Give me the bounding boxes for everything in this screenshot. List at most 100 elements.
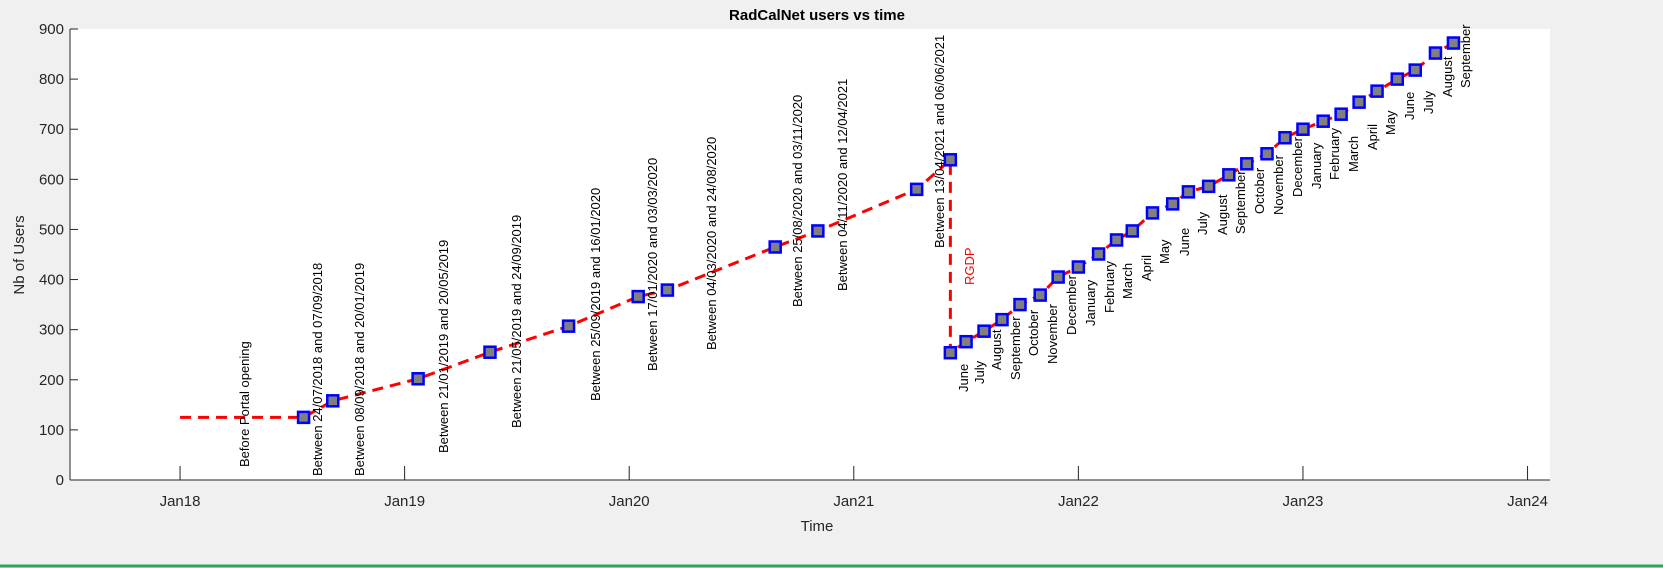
y-tick-label: 500 (39, 221, 64, 238)
annotation: April (1365, 124, 1380, 150)
annotation: Between 08/09/2018 and 20/01/2019 (352, 263, 367, 476)
annotation: November (1045, 303, 1060, 364)
annotation: December (1064, 274, 1079, 335)
y-tick-label: 800 (39, 71, 64, 88)
annotation: Between 21/05/2019 and 24/09/2019 (509, 215, 524, 428)
data-point (1334, 107, 1348, 121)
chart-title: RadCalNet users vs time (729, 7, 905, 24)
annotation: June (1177, 228, 1192, 256)
y-tick-label: 200 (39, 372, 64, 389)
data-point (1446, 36, 1461, 50)
annotation: Before Portal opening (237, 341, 252, 467)
data-point (411, 372, 425, 386)
y-axis-label: Nb of Users (11, 215, 28, 294)
data-point (909, 182, 924, 197)
data-point (768, 240, 782, 254)
annotation: November (1271, 154, 1286, 215)
annotation: March (1346, 136, 1361, 172)
data-point (631, 289, 645, 304)
annotation: Between 04/11/2020 and 12/04/2021 (835, 79, 850, 291)
annotation: March (1120, 263, 1135, 299)
y-tick-label: 600 (39, 171, 64, 188)
annotation: May (1157, 239, 1172, 264)
annotation: July (972, 360, 987, 384)
data-point (811, 224, 825, 238)
y-tick-label: 300 (39, 322, 64, 339)
x-tick-label: Jan24 (1507, 493, 1548, 510)
data-point (1165, 197, 1180, 211)
annotation: August (1215, 194, 1230, 235)
y-tick-label: 700 (39, 121, 64, 138)
y-tick-label: 100 (39, 422, 64, 439)
data-point (1222, 168, 1236, 182)
x-tick-label: Jan18 (160, 493, 201, 510)
data-line (180, 41, 1455, 419)
annotation: June (956, 364, 971, 392)
x-tick-label: Jan20 (609, 493, 650, 510)
data-point (1145, 206, 1160, 220)
annotation: Between 17/01/2020 and 03/03/2020 (645, 158, 660, 371)
annotation: Between 25/08/2020 and 03/11/2020 (790, 95, 805, 307)
data-point (1278, 130, 1292, 145)
data-point (483, 345, 497, 359)
data-point (1071, 260, 1086, 274)
x-tick-label: Jan23 (1283, 493, 1324, 510)
data-point (943, 345, 958, 360)
data-point (1296, 122, 1310, 136)
annotation: August (989, 329, 1004, 370)
annotation: August (1440, 56, 1455, 97)
annotation: Between 25/09/2019 and 16/01/2020 (588, 188, 603, 401)
plot-area (70, 29, 1550, 480)
y-tick-label: 900 (39, 21, 64, 38)
data-point (1201, 179, 1216, 194)
annotation: September (1008, 316, 1023, 380)
x-tick-label: Jan21 (833, 493, 874, 510)
annotation: June (1402, 92, 1417, 120)
data-point (1091, 247, 1106, 261)
y-tick-label: 400 (39, 272, 64, 289)
annotation: July (1421, 90, 1436, 114)
data-point (1260, 147, 1274, 161)
annotation: May (1383, 110, 1398, 135)
annotation: September (1233, 170, 1248, 234)
data-point (1408, 63, 1423, 77)
annotation: Between 24/07/2018 and 07/09/2018 (310, 263, 325, 476)
annotation: January (1083, 279, 1098, 326)
data-point (660, 283, 675, 297)
annotation: February (1102, 260, 1117, 313)
data-point (296, 410, 311, 425)
annotation: December (1290, 136, 1305, 197)
data-point (1013, 297, 1027, 312)
data-point (943, 153, 958, 167)
data-point (977, 324, 991, 338)
y-tick-label: 0 (56, 472, 64, 489)
annotation: Between 04/03/2020 and 24/08/2020 (704, 137, 719, 350)
annotation: February (1327, 127, 1342, 180)
data-point (1390, 72, 1405, 86)
data-point (1051, 270, 1065, 284)
data-point (995, 312, 1009, 327)
event-label: RGDP (962, 247, 977, 285)
data-point (1240, 157, 1254, 171)
data-point (1033, 288, 1047, 302)
data-point (1181, 185, 1196, 199)
data-point (1352, 95, 1366, 109)
x-tick-label: Jan19 (384, 493, 425, 510)
data-point (1370, 84, 1384, 98)
data-point (1109, 233, 1124, 247)
annotation: Between 13/04/2021 and 06/06/2021 (932, 35, 947, 248)
x-axis-label: Time (801, 518, 834, 535)
annotation: April (1139, 255, 1154, 281)
data-point (1428, 46, 1443, 60)
data-point (1125, 224, 1140, 238)
data-point (326, 394, 340, 408)
annotation: January (1309, 142, 1324, 189)
annotation: September (1458, 24, 1473, 88)
x-tick-label: Jan22 (1058, 493, 1099, 510)
annotation: July (1195, 211, 1210, 235)
data-point (1316, 114, 1330, 128)
annotation: October (1252, 167, 1267, 214)
annotation: October (1026, 309, 1041, 356)
annotation: Between 21/01/2019 and 20/05/2019 (436, 240, 451, 453)
